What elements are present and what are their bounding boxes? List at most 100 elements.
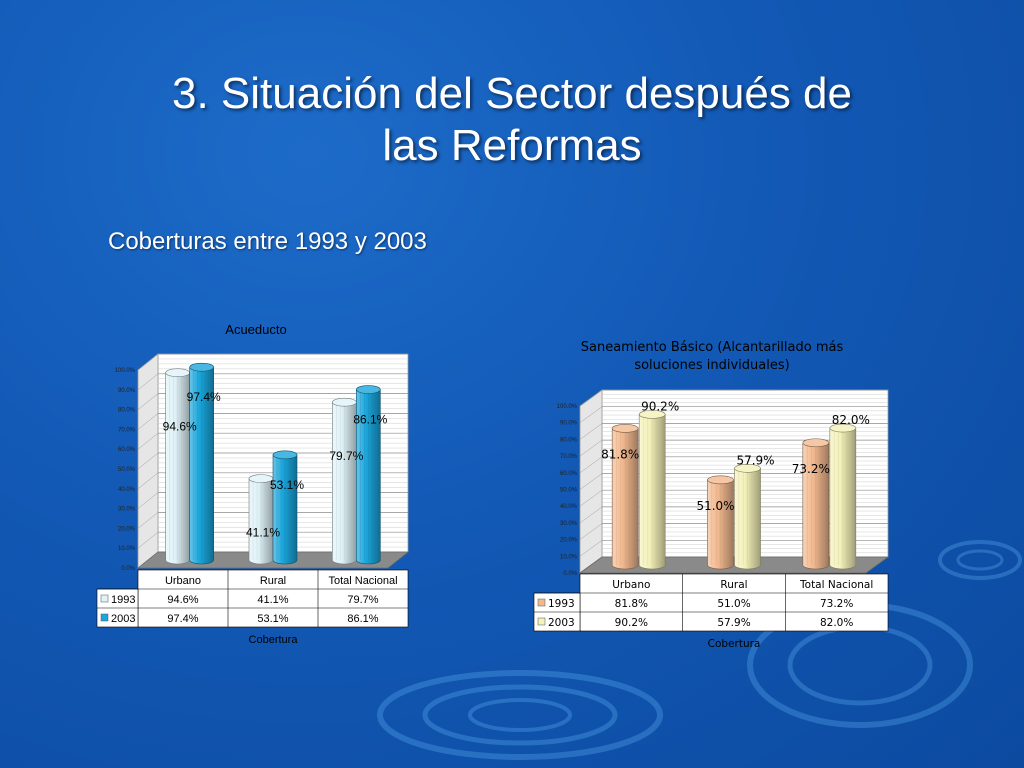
chart0-bar-top xyxy=(272,450,298,460)
chart1-gridline-side xyxy=(579,540,603,557)
chart1-table-cell: 81.8% xyxy=(615,598,648,610)
chart0-y-tick-label: 0.0% xyxy=(121,566,135,572)
chart1-gridline-side xyxy=(579,406,603,423)
chart0-y-tick-label: 90.0% xyxy=(118,388,136,394)
chart1-gridline-side xyxy=(579,489,603,507)
chart0-x-axis-label: Cobertura xyxy=(249,634,299,646)
chart0-legend-series-name: 2003 xyxy=(111,613,135,625)
chart1-data-label: 73.2% xyxy=(792,462,830,476)
chart0-y-tick-label: 20.0% xyxy=(118,526,136,532)
chart1-gridline-side xyxy=(579,506,603,524)
chart0-data-label: 86.1% xyxy=(353,413,387,427)
chart0-table-cell: 94.6% xyxy=(167,594,198,606)
chart1-bar-1993-0 xyxy=(611,424,639,570)
chart0-bar-1993-2 xyxy=(332,397,357,565)
chart1-y-tick-label: 40.0% xyxy=(560,504,578,510)
chart1-table-frame xyxy=(579,573,889,632)
chart1-data-label: 90.2% xyxy=(641,399,679,413)
chart1-y-tick-label: 50.0% xyxy=(560,488,578,494)
chart0-data-label: 94.6% xyxy=(163,420,197,434)
chart1-table-cell: 73.2% xyxy=(820,598,853,610)
chart1-y-tick-label: 30.0% xyxy=(560,521,578,527)
chart1-y-tick-label: 0.0% xyxy=(563,571,577,577)
chart1-bar-top xyxy=(611,424,639,433)
chart0-gridline-side xyxy=(137,452,159,470)
chart1-y-tick-label: 20.0% xyxy=(560,538,578,544)
chart0-y-tick-label: 100.0% xyxy=(115,368,136,374)
chart1-table-cell: 82.0% xyxy=(820,617,853,629)
chart0-table-cell: 97.4% xyxy=(167,613,198,625)
chart0-bar-2003-2 xyxy=(356,385,381,565)
chart0-bar-2003-1 xyxy=(272,450,298,565)
chart0-gridline-side xyxy=(137,373,159,390)
chart0-table-cell: 53.1% xyxy=(257,613,288,625)
chart1-gridline-side xyxy=(579,523,603,540)
chart1-y-tick-label: 60.0% xyxy=(560,471,578,477)
chart1-gridline-side xyxy=(579,423,603,440)
chart1-data-label: 57.9% xyxy=(736,453,774,467)
chart0-gridline-side xyxy=(137,353,159,371)
chart1-bar-2003-0 xyxy=(638,410,666,570)
chart1-bar-top xyxy=(802,438,830,448)
chart0-title: Acueducto xyxy=(225,322,286,337)
chart0-table-frame xyxy=(137,569,409,628)
chart1-category-label: Urbano xyxy=(612,579,650,591)
chart0-data-label: 79.7% xyxy=(329,449,363,463)
chart1-data-label: 51.0% xyxy=(696,499,734,513)
chart0-bar-2003-0 xyxy=(189,362,214,565)
chart1-bar-top xyxy=(829,423,857,433)
chart1-legend-swatch-1993 xyxy=(537,598,546,607)
chart0-category-label: Total Nacional xyxy=(328,575,397,587)
chart0-table-cell: 86.1% xyxy=(347,613,378,625)
chart0-category-label: Rural xyxy=(260,575,286,587)
chart1-table-cell: 57.9% xyxy=(717,617,750,629)
chart1-legend-series-name: 1993 xyxy=(548,598,575,610)
chart0-data-label: 97.4% xyxy=(187,390,221,404)
slide-title-line2: las Reformas xyxy=(382,121,642,170)
chart0-y-tick-label: 60.0% xyxy=(118,447,136,453)
chart0-gridline-side xyxy=(137,393,159,410)
chart0-y-tick-label: 10.0% xyxy=(118,546,136,552)
chart1-bar-1993-1 xyxy=(707,475,734,570)
chart1-table-cell: 51.0% xyxy=(717,598,750,610)
chart1-bar-2003-1 xyxy=(734,464,761,570)
chart0-y-tick-label: 70.0% xyxy=(118,427,136,433)
chart1-legend-swatch-2003 xyxy=(537,617,546,626)
chart1-category-label: Total Nacional xyxy=(799,579,873,591)
chart1-y-tick-label: 70.0% xyxy=(560,454,578,460)
chart1-title-line1: Saneamiento Básico (Alcantarillado más xyxy=(581,340,844,355)
chart0-y-tick-label: 50.0% xyxy=(118,467,136,473)
chart1-title-line2: soluciones individuales) xyxy=(634,358,789,373)
chart1-data-label: 82.0% xyxy=(832,413,870,427)
chart0-y-tick-label: 80.0% xyxy=(118,408,136,414)
chart1-gridline-side xyxy=(579,439,603,457)
chart1-y-tick-label: 80.0% xyxy=(560,437,578,443)
chart0-bar-top xyxy=(189,362,214,372)
chart0-legend-swatch-2003 xyxy=(100,613,109,622)
chart0-gridline-side xyxy=(137,433,159,450)
chart0-y-tick-label: 30.0% xyxy=(118,507,136,513)
slide-subtitle: Coberturas entre 1993 y 2003 xyxy=(108,228,427,255)
chart1-gridline-side xyxy=(579,389,603,407)
chart0-legend-series-name: 1993 xyxy=(111,594,135,606)
chart1-category-label: Rural xyxy=(720,579,747,591)
chart1-bar-top xyxy=(638,410,666,419)
chart0-data-label: 53.1% xyxy=(270,478,304,492)
chart1-bar-top xyxy=(707,475,734,485)
chart0-legend-swatch-1993 xyxy=(100,594,109,603)
chart1-data-label: 81.8% xyxy=(601,447,639,461)
chart0-gridline-side xyxy=(137,472,159,489)
chart1-gridline-side xyxy=(579,456,603,474)
chart1-x-axis-label: Cobertura xyxy=(708,638,761,650)
chart0-data-table: Urbano Rural Total Nacional 1993 94.6% 41.1% 7… xyxy=(96,569,409,628)
chart0-gridline-side xyxy=(137,512,159,529)
chart1-bar-2003-2 xyxy=(829,423,857,570)
chart0-category-label: Urbano xyxy=(165,575,201,587)
slide-title: 3. Situación del Sector después de las R… xyxy=(40,68,984,172)
chart1-y-tick-label: 90.0% xyxy=(560,421,578,427)
chart0-table-cell: 79.7% xyxy=(347,594,378,606)
chart1-legend-series-name: 2003 xyxy=(548,617,575,629)
slide-title-line1: 3. Situación del Sector después de xyxy=(171,69,852,118)
